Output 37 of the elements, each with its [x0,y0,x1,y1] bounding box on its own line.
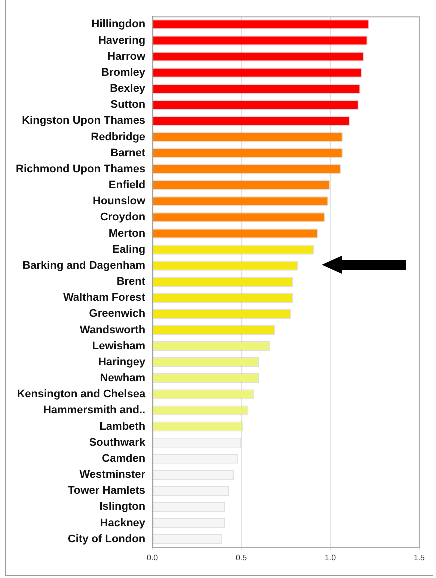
y-tick-label: City of London [68,533,146,546]
y-tick-label: Lewisham [92,340,146,352]
y-tick-label: Haringey [98,356,146,368]
y-tick-label: Kingston Upon Thames [22,115,146,128]
y-tick-label: Croydon [100,212,146,224]
y-tick-label: Richmond Upon Thames [16,163,146,176]
x-tick-label: 0.5 [236,553,248,562]
y-tick-label: Bexley [110,83,146,96]
y-tick-label: Camden [102,452,146,465]
y-tick-label: Islington [100,501,146,514]
x-tick-label: 1.5 [414,553,426,562]
y-tick-label: Hackney [100,517,146,530]
y-tick-label: Southwark [89,436,146,449]
y-tick-label: Greenwich [89,308,146,320]
y-tick-label: Barnet [110,147,146,160]
y-tick-label: Sutton [110,99,146,112]
y-tick-label: Barking and Dagenham [22,260,146,272]
y-tick-label: Havering [98,34,146,47]
y-tick-label: Wandsworth [80,324,146,336]
y-tick-label: Redbridge [91,131,146,144]
y-tick-label: Hounslow [93,196,146,208]
y-tick-label: Harrow [108,50,146,63]
y-tick-label: Newham [100,372,146,385]
y-tick-label: Westminster [80,469,146,482]
y-tick-label: Ealing [112,244,146,256]
y-tick-label: Bromley [102,66,146,79]
y-tick-label: Brent [116,276,146,288]
y-tick-label: Lambeth [100,420,146,433]
y-tick-label: Hammersmith and.. [43,404,146,417]
y-tick-label: Tower Hamlets [68,485,146,498]
y-tick-label: Enfield [108,180,146,192]
y-tick-label: Kensington and Chelsea [17,388,146,401]
y-tick-label: Merton [108,228,146,240]
x-tick-label: 0.0 [147,553,159,562]
x-tick-label: 1.0 [324,553,337,562]
y-tick-label: Waltham Forest [63,292,146,304]
y-tick-label: Hillingdon [92,18,146,31]
